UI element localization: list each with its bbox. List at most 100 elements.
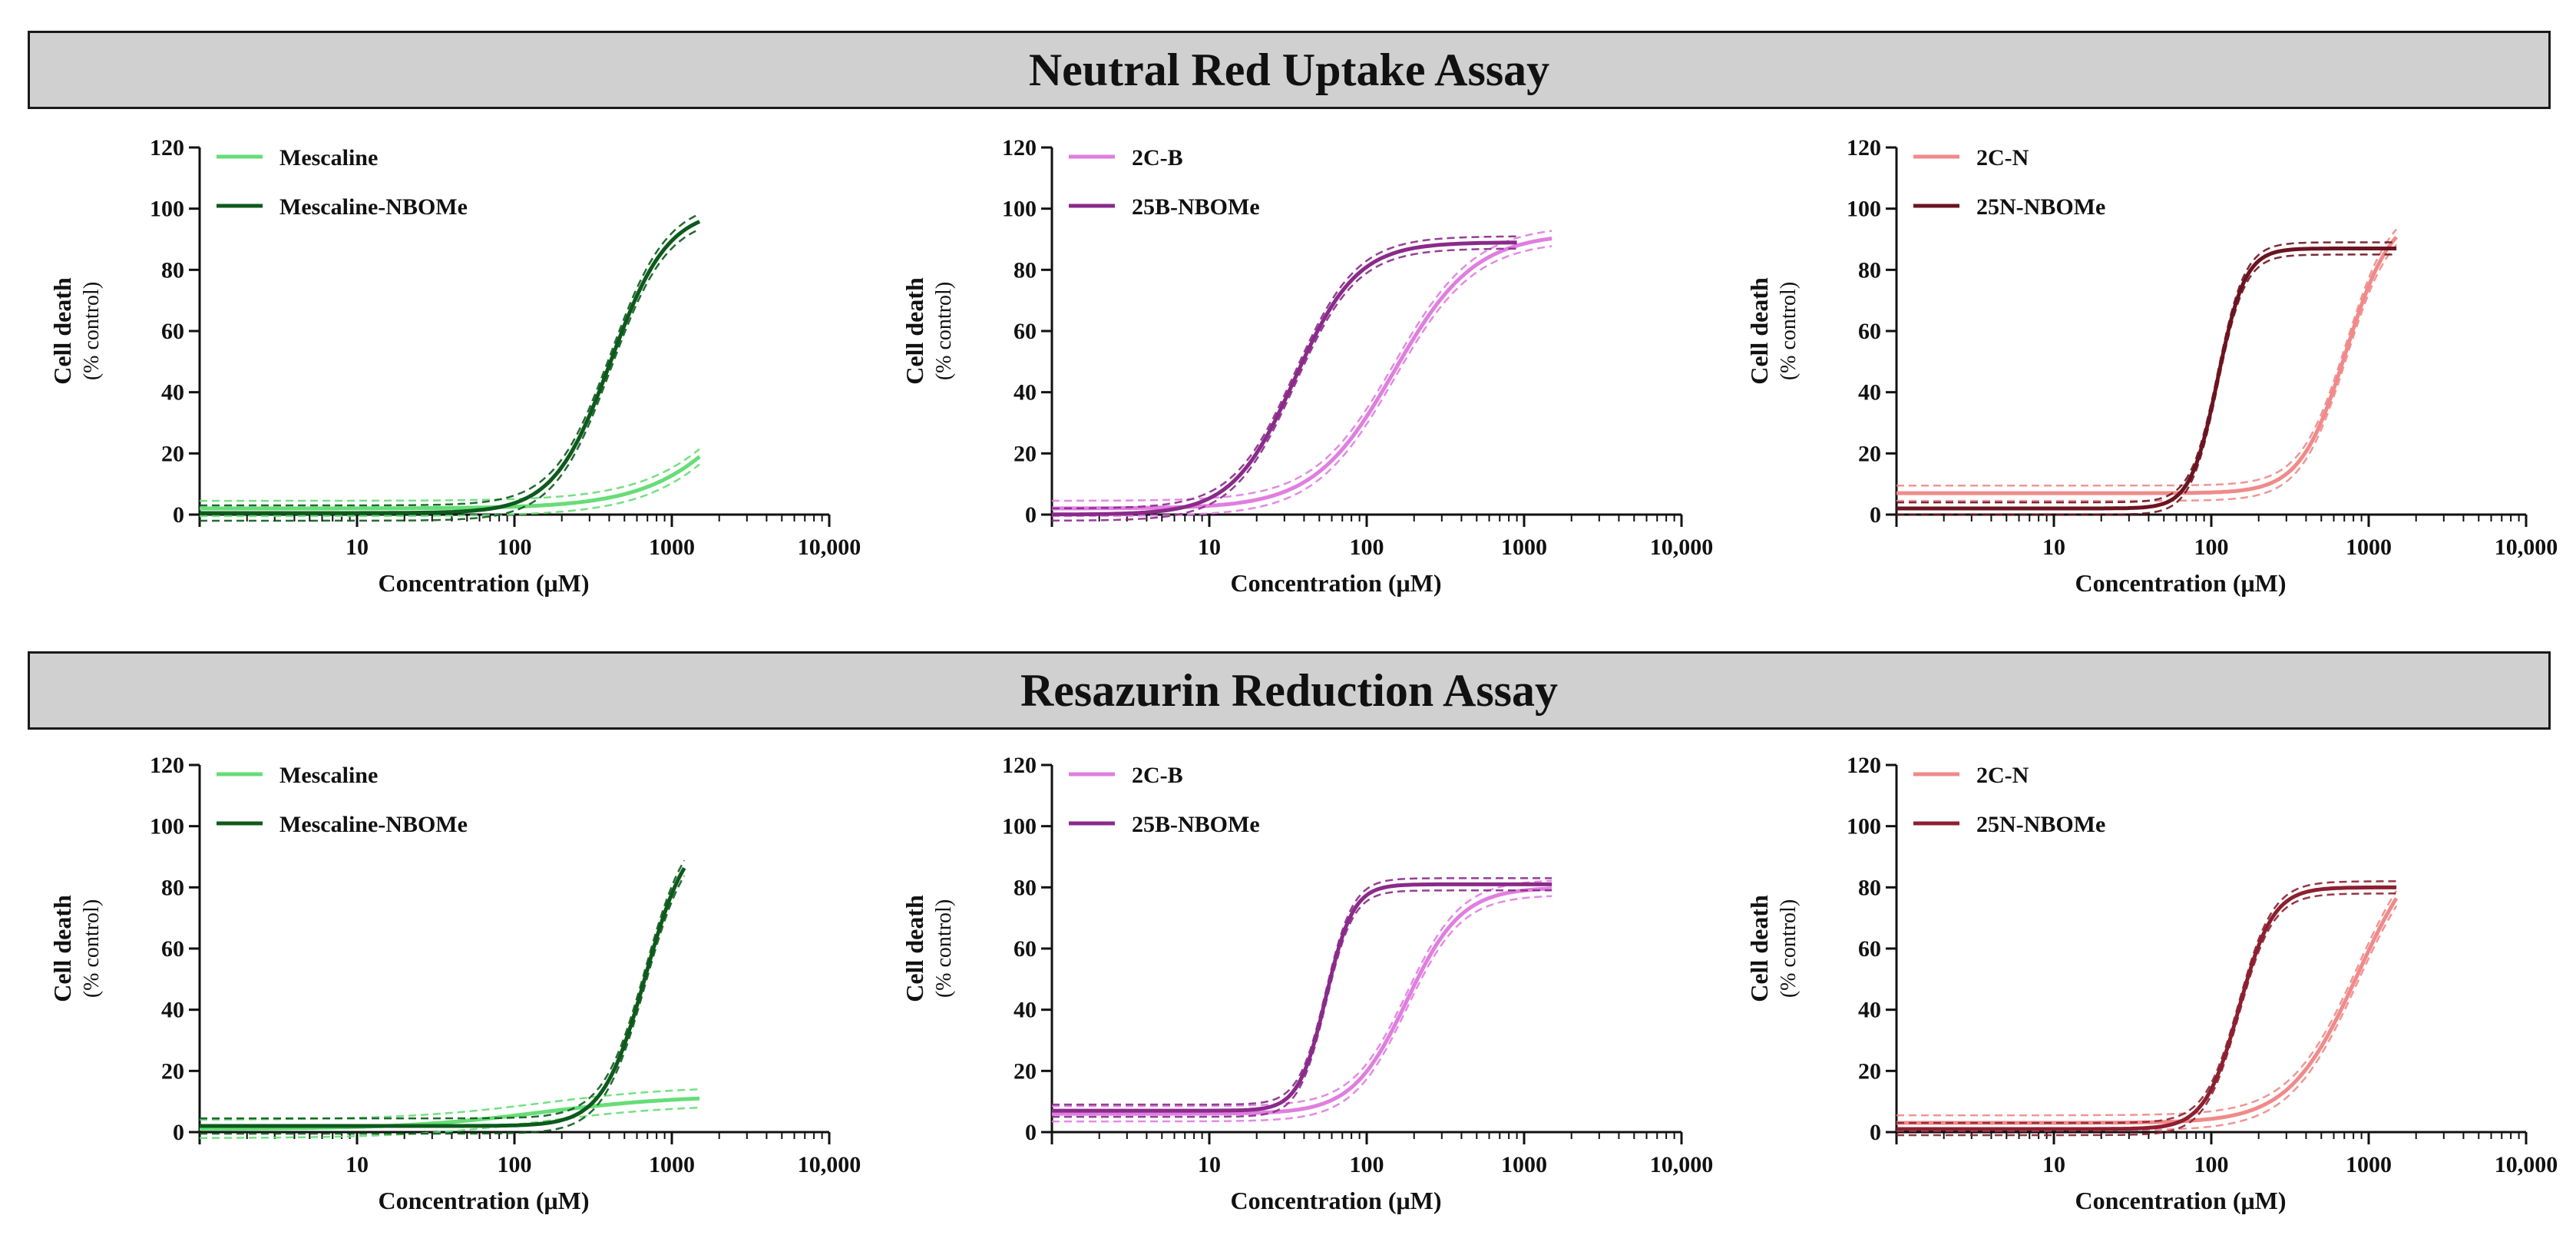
ci-lower-band [1896, 243, 2398, 502]
y-tick-label: 100 [150, 814, 184, 839]
y-axis-subtitle: (% control) [80, 899, 104, 998]
ci-upper-band [200, 448, 700, 502]
x-tick-label: 1000 [1501, 1152, 1547, 1177]
y-axis-subtitle: (% control) [932, 899, 956, 998]
series-25b-nbome [1051, 235, 1517, 522]
ci-lower-band [1896, 905, 2398, 1132]
y-tick-label: 120 [1002, 135, 1037, 161]
series-mescaline-nbome [200, 859, 686, 1135]
chart-resazurin-2cb: 0 20 40 60 80 100 120 10 100 1000 10,000 Concentrat… [901, 753, 1713, 1214]
y-tick-label: 20 [1858, 441, 1881, 466]
x-axis-title: Concentration (μM) [2075, 1187, 2287, 1214]
x-tick-label: 1000 [649, 1152, 695, 1177]
ci-upper-band [200, 213, 700, 507]
axes: 0 20 40 60 80 100 120 10 100 1000 10,000 Concentrat… [901, 753, 1713, 1214]
y-tick-label: 60 [161, 936, 184, 962]
series-2c-n [1896, 889, 2399, 1132]
fit-curve [1052, 882, 1553, 1113]
y-tick-label: 80 [161, 875, 184, 900]
plot-area [1896, 880, 2399, 1137]
y-tick-label: 40 [1014, 380, 1037, 406]
x-tick-label: 10 [2042, 1152, 2065, 1177]
x-tick-label: 10,000 [798, 535, 861, 560]
fit-curve [1052, 237, 1553, 511]
series-25n-nbome [1896, 241, 2397, 516]
series-2c-b [1052, 230, 1553, 518]
ci-lower-band [1052, 245, 1553, 518]
x-tick-label: 10,000 [798, 1152, 861, 1177]
fit-curve [1896, 897, 2399, 1125]
ci-lower-band [200, 463, 700, 518]
y-tick-label: 40 [161, 380, 184, 406]
legend: Mescaline Mescaline-NBOMe [217, 145, 468, 220]
x-tick-label: 1000 [649, 535, 695, 560]
legend-label: Mescaline [279, 763, 378, 788]
chart-neutral-red-2cn: 0 20 40 60 80 100 120 10 100 1000 10,000 Concentrat… [1745, 135, 2558, 597]
y-tick-label: 80 [1014, 257, 1037, 283]
ci-lower-band [1052, 889, 1553, 1118]
y-tick-label: 120 [1847, 135, 1881, 161]
y-axis-title: Cell death [1745, 895, 1773, 1002]
y-tick-label: 100 [1847, 197, 1881, 222]
legend-label: 2C-N [1976, 145, 2029, 171]
legend-label: 25B-NBOMe [1132, 812, 1260, 837]
x-tick-label: 10,000 [1650, 1152, 1714, 1177]
chart-resazurin-2cn: 0 20 40 60 80 100 120 10 100 1000 10,000 Concentrat… [1745, 753, 2558, 1214]
y-axis-subtitle: (% control) [932, 282, 956, 380]
y-tick-label: 60 [1858, 936, 1881, 962]
y-tick-label: 40 [1014, 998, 1037, 1023]
x-tick-label: 10 [2042, 535, 2065, 560]
y-tick-label: 100 [1002, 814, 1037, 839]
fit-curve [200, 220, 701, 515]
series-25b-nbome [1052, 877, 1553, 1118]
y-tick-label: 0 [1025, 1120, 1037, 1145]
legend-label: 2C-B [1132, 763, 1183, 788]
ci-lower-band [200, 228, 700, 522]
x-tick-label: 10,000 [2495, 535, 2558, 560]
ci-upper-band [200, 1088, 700, 1121]
ci-upper-band [1052, 877, 1553, 1106]
y-tick-label: 60 [161, 319, 184, 344]
x-tick-label: 10 [1198, 1152, 1221, 1177]
y-tick-label: 20 [1014, 441, 1037, 466]
y-tick-label: 40 [161, 998, 184, 1023]
y-tick-label: 60 [1014, 319, 1037, 344]
y-tick-label: 120 [1847, 753, 1881, 778]
legend: 2C-B 25B-NBOMe [1069, 763, 1260, 837]
y-tick-label: 60 [1014, 936, 1037, 962]
y-tick-label: 0 [173, 1120, 184, 1145]
y-axis-title: Cell death [1745, 277, 1773, 385]
y-axis-subtitle: (% control) [1777, 282, 1801, 380]
legend: 2C-N 25N-NBOMe [1913, 145, 2105, 220]
axes: 0 20 40 60 80 100 120 10 100 1000 10,000 Concentrat… [48, 753, 861, 1214]
y-tick-label: 100 [1847, 814, 1881, 839]
x-tick-label: 10 [1198, 535, 1221, 560]
fit-curve [1896, 247, 2397, 511]
legend: 2C-N 25N-NBOMe [1913, 763, 2105, 837]
ci-upper-band [1052, 235, 1517, 510]
y-axis-title: Cell death [901, 895, 928, 1002]
series-mescaline [200, 1088, 700, 1139]
x-axis-title: Concentration (μM) [1231, 1187, 1442, 1214]
ci-lower-band [200, 875, 686, 1135]
x-tick-label: 10 [346, 535, 369, 560]
y-tick-label: 120 [150, 753, 184, 778]
legend-label: 2C-N [1976, 763, 2029, 788]
y-tick-label: 40 [1858, 380, 1881, 406]
x-tick-label: 1000 [1501, 535, 1547, 560]
x-tick-label: 100 [1350, 1152, 1384, 1177]
axes: 0 20 40 60 80 100 120 10 100 1000 10,000 Concentrat… [1745, 753, 2558, 1214]
chart-resazurin-mescaline: 0 20 40 60 80 100 120 10 100 1000 10,000 Concentrat… [48, 753, 861, 1214]
fit-curve [1052, 886, 1553, 1116]
y-tick-label: 40 [1858, 998, 1881, 1023]
x-axis-title: Concentration (μM) [1231, 569, 1442, 597]
fit-curve [1896, 885, 2397, 1131]
axes: 0 20 40 60 80 100 120 10 100 1000 10,000 Concentrat… [901, 135, 1713, 597]
fit-curve [200, 1096, 700, 1131]
legend-label: Mescaline [279, 145, 378, 171]
series-mescaline [200, 448, 701, 518]
y-tick-label: 20 [1014, 1058, 1037, 1084]
x-tick-label: 10,000 [1650, 535, 1714, 560]
ci-lower-band [1896, 892, 2397, 1137]
axes: 0 20 40 60 80 100 120 10 100 1000 10,000 Concentrat… [48, 135, 861, 597]
